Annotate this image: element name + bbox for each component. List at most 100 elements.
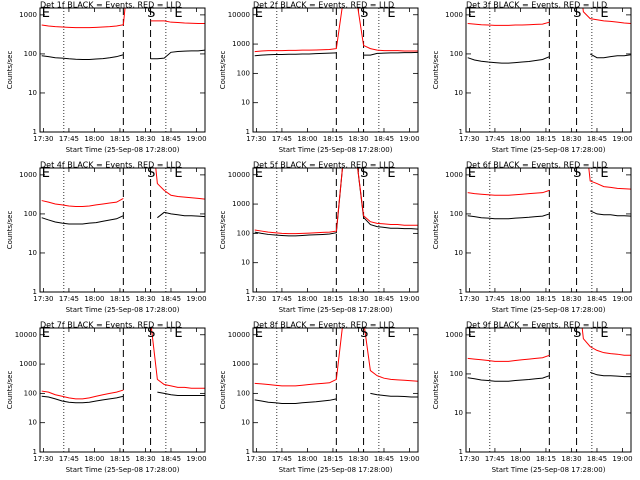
annotation: E: [42, 166, 50, 181]
annotation: S: [360, 326, 368, 341]
annotation: E: [255, 6, 263, 21]
annotation: E: [255, 166, 263, 181]
x-tick-label: 17:30: [33, 135, 53, 143]
x-tick-label: 19:00: [186, 135, 206, 143]
x-axis-label: Start Time (25-Sep-08 17:28:00): [492, 146, 606, 154]
y-tick-label: 10: [28, 419, 37, 427]
chart-title: Det 2f BLACK = Events, RED = LLD: [253, 1, 394, 10]
y-tick-label: 1000: [445, 11, 463, 19]
y-tick-label: 1: [33, 288, 37, 296]
y-tick-label: 10: [454, 409, 463, 417]
x-tick-label: 17:30: [459, 455, 479, 463]
x-tick-label: 18:45: [161, 295, 181, 303]
y-axis-label: Counts/sec: [219, 51, 227, 90]
x-tick-label: 18:30: [561, 135, 581, 143]
x-tick-label: 19:00: [399, 135, 419, 143]
y-tick-label: 100: [237, 229, 250, 237]
y-tick-label: 100: [237, 69, 250, 77]
annotation: S: [147, 326, 155, 341]
plot-frame: [465, 327, 632, 453]
annotation: E: [42, 326, 50, 341]
data-line: [467, 328, 631, 362]
x-tick-label: 17:30: [459, 295, 479, 303]
y-tick-label: 1000: [19, 11, 37, 19]
chart-title: Det 7f BLACK = Events, RED = LLD: [40, 321, 181, 330]
plot-frame: [39, 327, 206, 453]
y-tick-label: 100: [24, 50, 37, 58]
y-tick-label: 1000: [19, 360, 37, 368]
annotation: S: [573, 166, 581, 181]
panel: Det 1f BLACK = Events, RED = LLD Start Ti…: [6, 1, 207, 155]
x-axis-label: Start Time (25-Sep-08 17:28:00): [492, 466, 606, 474]
data-line: [254, 328, 418, 387]
x-tick-label: 17:45: [59, 455, 79, 463]
y-tick-label: 100: [450, 50, 463, 58]
y-tick-label: 10: [454, 89, 463, 97]
x-axis-label: Start Time (25-Sep-08 17:28:00): [492, 306, 606, 314]
x-tick-label: 17:30: [246, 455, 266, 463]
y-tick-label: 10000: [15, 331, 37, 339]
y-tick-label: 10: [28, 249, 37, 257]
x-tick-label: 17:30: [33, 295, 53, 303]
y-tick-label: 1000: [232, 40, 250, 48]
y-axis-label: Counts/sec: [432, 371, 440, 410]
data-line: [467, 371, 631, 382]
annotation: E: [600, 6, 608, 21]
x-tick-label: 17:30: [246, 295, 266, 303]
y-tick-label: 1000: [232, 360, 250, 368]
y-tick-label: 10: [241, 99, 250, 107]
annotation: S: [573, 326, 581, 341]
x-tick-label: 17:45: [59, 135, 79, 143]
x-tick-label: 17:30: [246, 135, 266, 143]
annotation: E: [174, 6, 182, 21]
panel: Det 8f BLACK = Events, RED = LLD Start Ti…: [219, 321, 420, 475]
x-tick-label: 18:30: [561, 295, 581, 303]
annotation: S: [147, 166, 155, 181]
x-tick-label: 19:00: [186, 295, 206, 303]
annotation: E: [600, 326, 608, 341]
data-line: [467, 8, 631, 26]
x-tick-label: 18:45: [374, 135, 394, 143]
x-axis-label: Start Time (25-Sep-08 17:28:00): [66, 466, 180, 474]
annotation: E: [600, 166, 608, 181]
x-tick-label: 17:45: [272, 295, 292, 303]
y-axis-label: Counts/sec: [432, 211, 440, 250]
y-tick-label: 1: [246, 448, 250, 456]
x-tick-label: 18:00: [510, 135, 530, 143]
x-tick-label: 18:15: [110, 455, 130, 463]
y-axis-label: Counts/sec: [219, 371, 227, 410]
annotation: S: [573, 6, 581, 21]
x-tick-label: 18:00: [84, 135, 104, 143]
chart-title: Det 6f BLACK = Events, RED = LLD: [466, 161, 607, 170]
annotation: E: [255, 326, 263, 341]
x-axis-label: Start Time (25-Sep-08 17:28:00): [66, 146, 180, 154]
chart-title: Det 4f BLACK = Events, RED = LLD: [40, 161, 181, 170]
y-tick-label: 10000: [228, 171, 250, 179]
x-tick-label: 18:15: [323, 455, 343, 463]
x-tick-label: 18:15: [323, 295, 343, 303]
x-tick-label: 18:45: [161, 135, 181, 143]
y-tick-label: 1: [246, 288, 250, 296]
x-tick-label: 18:45: [374, 295, 394, 303]
x-tick-label: 18:15: [536, 135, 556, 143]
plot-frame: [39, 167, 206, 293]
y-tick-label: 1000: [445, 171, 463, 179]
annotation: E: [42, 6, 50, 21]
x-tick-label: 18:45: [587, 455, 607, 463]
x-tick-label: 18:00: [84, 455, 104, 463]
x-tick-label: 19:00: [186, 455, 206, 463]
x-tick-label: 18:00: [510, 295, 530, 303]
annotation: E: [468, 326, 476, 341]
x-tick-label: 18:30: [348, 135, 368, 143]
y-tick-label: 100: [24, 210, 37, 218]
y-tick-label: 1: [33, 128, 37, 136]
x-tick-label: 18:30: [561, 455, 581, 463]
y-tick-label: 10: [241, 259, 250, 267]
x-tick-label: 17:45: [272, 455, 292, 463]
y-tick-label: 1000: [232, 200, 250, 208]
data-line: [41, 49, 205, 60]
x-axis-label: Start Time (25-Sep-08 17:28:00): [279, 146, 393, 154]
x-tick-label: 17:45: [485, 295, 505, 303]
chart-title: Det 8f BLACK = Events, RED = LLD: [253, 321, 394, 330]
annotation: E: [468, 6, 476, 21]
